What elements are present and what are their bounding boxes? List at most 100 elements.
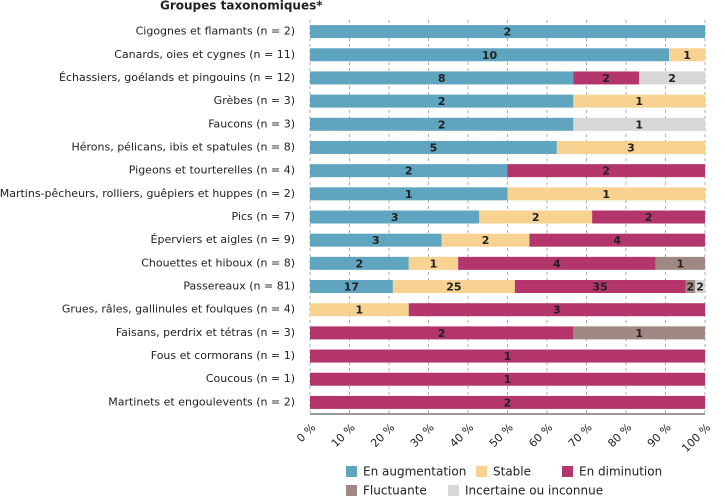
bar-segment (655, 256, 705, 270)
y-tick-label: Pigeons et tourterelles (n = 4) (129, 164, 295, 177)
bar-segment (529, 233, 705, 247)
bar-segment (310, 349, 705, 363)
data-label: 1 (504, 350, 512, 363)
data-label: 1 (504, 373, 512, 386)
bar-segment (408, 256, 459, 270)
y-tick-label: Faucons (n = 3) (208, 117, 295, 130)
x-tick-label: 60 % (526, 421, 555, 450)
data-label: 2 (438, 118, 446, 131)
bar-segment (310, 25, 705, 39)
data-label: 10 (482, 49, 498, 62)
bar-segment (310, 326, 574, 340)
bar-segment (479, 210, 593, 224)
legend-label: En diminution (579, 465, 662, 479)
bar-segment (310, 71, 574, 85)
legend-label: Fluctuante (363, 484, 427, 498)
bar-segment (695, 280, 705, 294)
chart-title: Groupes taxonomiques* (160, 0, 323, 13)
data-label: 3 (391, 211, 399, 224)
y-tick-label: Hérons, pélicans, ibis et spatules (n = … (71, 140, 295, 153)
data-label: 4 (613, 234, 621, 247)
data-label: 1 (676, 257, 684, 270)
bar-segment (310, 164, 508, 178)
x-tick-label: 90 % (645, 421, 674, 450)
y-tick-label: Grues, râles, gallinules et foulques (n … (62, 303, 295, 316)
data-label: 25 (446, 281, 461, 294)
bar-segment (310, 94, 574, 108)
data-label: 35 (592, 281, 607, 294)
y-tick-label: Cigognes et flamants (n = 2) (136, 25, 295, 38)
bar-segment (310, 140, 557, 154)
legend-swatch (476, 466, 487, 477)
bar-segment (310, 187, 508, 201)
data-label: 2 (504, 26, 512, 39)
x-tick-label: 50 % (487, 421, 516, 450)
x-tick-label: 70 % (566, 421, 595, 450)
data-label: 2 (696, 281, 704, 294)
x-tick-label: 40 % (447, 421, 476, 450)
bar-segment (310, 48, 670, 62)
legend-swatch (562, 466, 573, 477)
y-tick-label: Pics (n = 7) (232, 210, 296, 223)
data-label: 2 (687, 281, 695, 294)
bar-segment (310, 395, 705, 409)
bar-segment (573, 326, 705, 340)
bar-segment (592, 210, 705, 224)
data-label: 2 (438, 95, 446, 108)
bar-segment (573, 71, 640, 85)
x-tick-label: 20 % (368, 421, 397, 450)
data-label: 1 (356, 304, 364, 317)
bar-segment (310, 210, 480, 224)
data-label: 2 (504, 396, 512, 409)
y-tick-label: Martins-pêcheurs, rolliers, guêpiers et … (0, 187, 295, 200)
bar-segment (507, 164, 705, 178)
data-label: 2 (438, 327, 446, 340)
data-label: 8 (438, 72, 446, 85)
x-tick-label: 100 % (679, 421, 713, 455)
legend-swatch (346, 466, 357, 477)
data-label: 2 (602, 165, 610, 178)
data-label: 1 (635, 118, 643, 131)
y-tick-label: Échassiers, goélands et pingouins (n = 1… (59, 71, 295, 84)
data-label: 1 (683, 49, 691, 62)
x-tick-label: 30 % (408, 421, 437, 450)
y-tick-label: Éperviers et aigles (n = 9) (151, 233, 295, 246)
x-tick-label: 0 % (294, 421, 318, 445)
bar-segment (458, 256, 656, 270)
legend-label: En augmentation (363, 465, 466, 479)
x-tick-label: 80 % (605, 421, 634, 450)
y-tick-label: Passereaux (n = 81) (183, 280, 295, 293)
bar-segment (310, 233, 442, 247)
bar-segment (573, 117, 705, 131)
legend-label: Stable (493, 465, 531, 479)
bar-segment (310, 280, 393, 294)
bar-segment (310, 303, 409, 317)
data-label: 4 (553, 257, 561, 270)
data-label: 3 (372, 234, 380, 247)
y-tick-label: Martinets et engoulevents (n = 2) (108, 395, 295, 408)
data-label: 3 (553, 304, 561, 317)
data-label: 2 (645, 211, 653, 224)
data-label: 17 (344, 281, 359, 294)
data-label: 2 (602, 72, 610, 85)
bar-segment (441, 233, 530, 247)
data-label: 2 (668, 72, 676, 85)
y-tick-label: Canards, oies et cygnes (n = 11) (114, 48, 295, 61)
y-tick-label: Chouettes et hiboux (n = 8) (141, 256, 295, 269)
bar-segment (669, 48, 705, 62)
y-tick-label: Grèbes (n = 3) (214, 94, 295, 107)
data-label: 1 (405, 188, 413, 201)
bar-segment (685, 280, 696, 294)
legend-swatch (448, 485, 459, 496)
bar-segment (408, 303, 705, 317)
x-tick-label: 10 % (329, 421, 358, 450)
data-label: 2 (532, 211, 540, 224)
bar-segment (507, 187, 705, 201)
data-label: 2 (482, 234, 490, 247)
bar-segment (310, 372, 705, 386)
data-label: 1 (602, 188, 610, 201)
data-label: 5 (430, 141, 438, 154)
data-label: 2 (405, 165, 413, 178)
data-label: 3 (627, 141, 635, 154)
